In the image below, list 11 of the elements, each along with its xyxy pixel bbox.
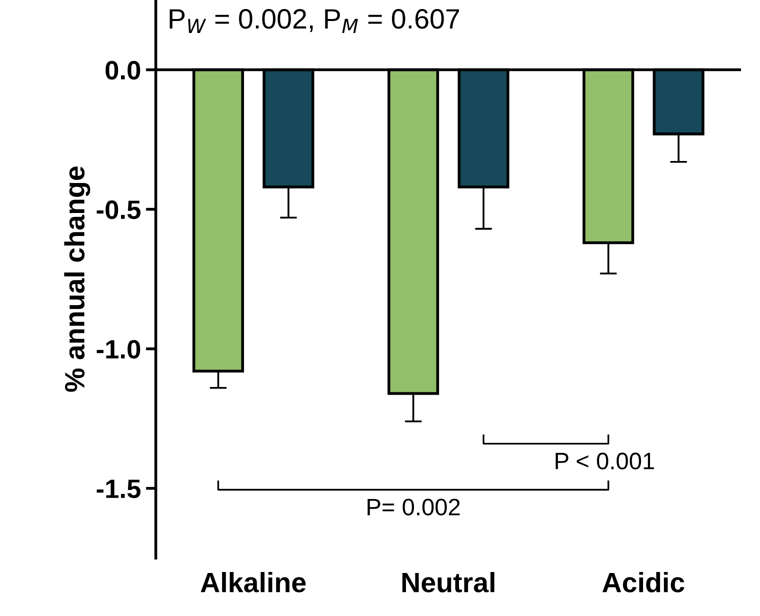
y-axis-title: % annual change — [64, 166, 90, 392]
annotation: P$_{W}$ = 0.002, P$_{M}$ = 0.607 — [170, 9, 459, 34]
x-tick-label: Acidic — [602, 572, 684, 592]
y-tick-label: 0.0 — [106, 60, 140, 80]
annotation: P < 0.001 — [556, 452, 654, 470]
x-tick-label: Alkaline — [200, 572, 306, 592]
y-tick-label: -1.5 — [96, 480, 140, 498]
annotation: P= 0.002 — [368, 498, 460, 516]
y-tick-label: -0.5 — [96, 200, 140, 220]
y-tick-label: -1.0 — [96, 340, 140, 359]
x-tick-label: Neutral — [402, 572, 494, 592]
